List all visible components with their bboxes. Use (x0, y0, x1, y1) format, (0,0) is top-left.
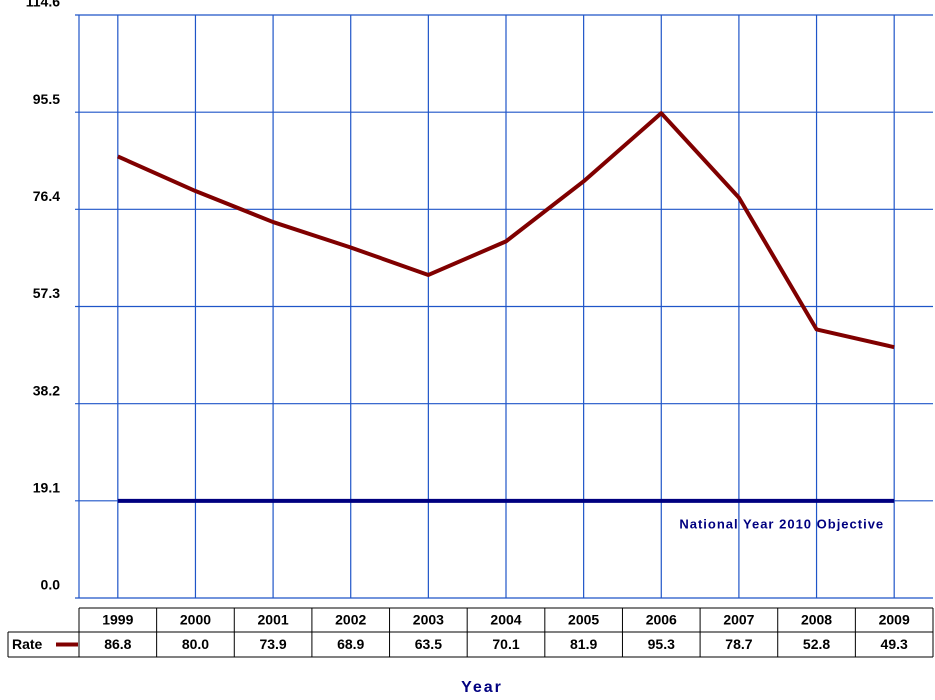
x-tick-label: 2001 (258, 612, 289, 628)
table-value: 80.0 (182, 636, 209, 652)
x-tick-label: 2003 (413, 612, 444, 628)
x-tick-label: 2006 (646, 612, 677, 628)
x-tick-label: 2000 (180, 612, 211, 628)
legend-label: Rate (12, 636, 43, 652)
table-value: 81.9 (570, 636, 597, 652)
y-tick-label: 57.3 (33, 285, 60, 301)
table-value: 49.3 (881, 636, 908, 652)
table-value: 95.3 (648, 636, 675, 652)
y-tick-label: 114.6 (26, 0, 60, 10)
table-value: 73.9 (259, 636, 286, 652)
y-tick-label: 38.2 (33, 382, 60, 398)
table-value: 68.9 (337, 636, 364, 652)
objective-label: National Year 2010 Objective (679, 516, 884, 531)
table-value: 86.8 (104, 636, 131, 652)
table-value: 70.1 (492, 636, 519, 652)
x-tick-label: 2008 (801, 612, 832, 628)
series-line (117, 111, 895, 350)
table-value: 78.7 (725, 636, 752, 652)
x-tick-label: 2009 (879, 612, 910, 628)
table-value: 63.5 (415, 636, 442, 652)
table-value: 52.8 (803, 636, 830, 652)
x-tick-label: 2005 (568, 612, 599, 628)
y-tick-label: 0.0 (41, 577, 61, 593)
x-tick-label: 1999 (102, 612, 133, 628)
x-axis-title: Year (461, 679, 503, 696)
x-tick-label: 2002 (335, 612, 366, 628)
y-tick-label: 76.4 (33, 188, 60, 204)
x-tick-label: 2007 (723, 612, 754, 628)
y-tick-label: 19.1 (33, 480, 60, 496)
y-tick-label: 95.5 (33, 91, 60, 107)
x-tick-label: 2004 (490, 612, 521, 628)
